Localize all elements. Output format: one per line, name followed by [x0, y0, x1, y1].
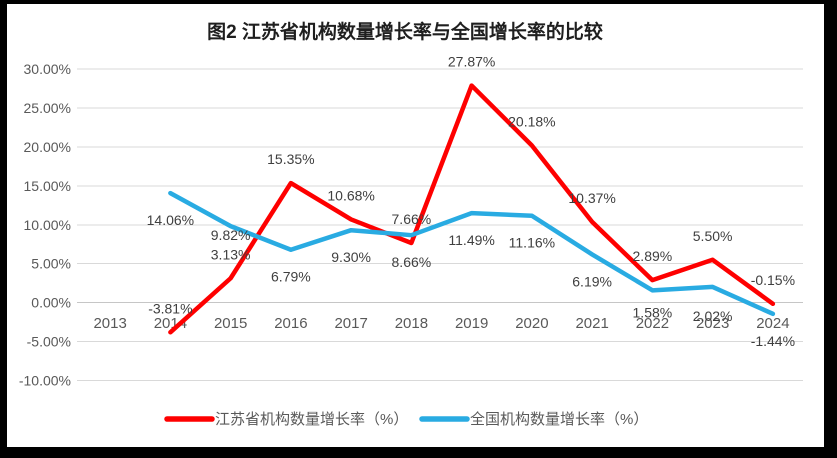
x-axis-tick-label: 2020 [515, 315, 548, 332]
jiangsu-data-label: 2.89% [633, 248, 673, 264]
national-data-label: 11.49% [448, 232, 494, 248]
x-axis-tick-labels: 2013 2014 2015 2016 2017 2018 2019 2020 2021 2022… [93, 315, 789, 332]
national-data-label: 1.58% [633, 304, 673, 320]
national-data-label: 9.82% [211, 227, 251, 243]
jiangsu-data-label: 3.13% [211, 246, 251, 262]
x-axis-tick-label: 2024 [756, 315, 789, 332]
jiangsu-data-label: 10.37% [568, 190, 615, 206]
jiangsu-data-label: -0.15% [751, 272, 795, 288]
y-axis-tick-label: 30.00% [24, 61, 71, 77]
data-labels: -3.81% 3.13% 15.35% 10.68% 7.66% 27.87% 20.18%… [147, 54, 795, 349]
jiangsu-data-label: 27.87% [448, 54, 495, 70]
x-axis-tick-label: 2021 [575, 315, 608, 332]
x-axis-tick-label: 2017 [334, 315, 367, 332]
chart-background [7, 4, 824, 447]
y-axis-tick-label: 10.00% [24, 217, 71, 233]
y-axis-tick-label: 25.00% [24, 100, 71, 116]
x-axis-tick-label: 2023 [696, 315, 729, 332]
jiangsu-data-label: 5.50% [693, 228, 733, 244]
x-axis-tick-label: 2018 [395, 315, 428, 332]
jiangsu-data-label: 20.18% [508, 113, 555, 129]
chart-title: 图2 江苏省机构数量增长率与全国增长率的比较 [207, 20, 603, 43]
legend-national-label: 全国机构数量增长率（%） [470, 410, 648, 428]
national-data-label: 2.02% [693, 308, 733, 324]
legend: 江苏省机构数量增长率（%） 全国机构数量增长率（%） [164, 410, 648, 428]
y-axis-tick-label: -10.00% [19, 373, 71, 389]
y-axis-tick-label: 20.00% [24, 139, 71, 155]
y-axis-tick-label: 0.00% [31, 295, 71, 311]
x-axis-tick-label: 2022 [636, 315, 669, 332]
national-data-label: 6.19% [572, 273, 612, 289]
x-axis-tick-label: 2016 [274, 315, 307, 332]
x-axis-tick-label: 2015 [214, 315, 247, 332]
national-data-label: 11.16% [509, 235, 555, 251]
x-axis-tick-label: 2019 [455, 315, 488, 332]
national-data-label: 14.06% [147, 212, 194, 228]
series-lines [168, 83, 776, 335]
legend-jiangsu-label: 江苏省机构数量增长率（%） [215, 411, 408, 428]
national-data-label: -1.44% [751, 333, 795, 349]
jiangsu-series-line [168, 83, 776, 335]
y-axis-tick-label: -5.00% [27, 334, 71, 350]
y-axis-tick-label: 5.00% [31, 256, 71, 272]
national-data-label: 8.66% [392, 254, 432, 270]
jiangsu-data-label: 15.35% [267, 151, 314, 167]
national-data-label: 9.30% [331, 249, 371, 265]
jiangsu-data-label: 7.66% [392, 211, 432, 227]
national-series-line [168, 190, 776, 317]
x-axis-tick-label: 2013 [93, 315, 126, 332]
jiangsu-data-label: -3.81% [148, 300, 192, 316]
y-axis-tick-labels: 30.00% 25.00% 20.00% 15.00% 10.00% 5.00% 0.00%… [19, 61, 71, 389]
y-axis-tick-label: 15.00% [24, 178, 71, 194]
gridlines [77, 68, 803, 381]
national-data-label: 6.79% [271, 269, 311, 285]
jiangsu-data-label: 10.68% [327, 187, 374, 203]
